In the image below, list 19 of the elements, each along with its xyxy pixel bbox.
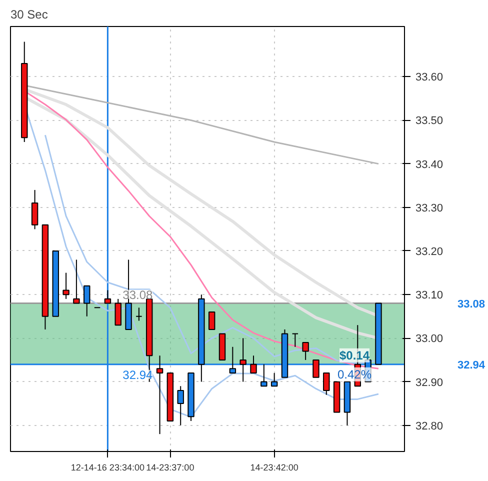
y-tick-label: 33.00 [416, 333, 444, 346]
x-tick-label: 14-23:37:00 [146, 462, 194, 472]
annotation: $0.14 [339, 348, 370, 362]
y-tick-label: 32.90 [416, 376, 444, 389]
x-tick-label: 14-23:42:00 [250, 462, 298, 472]
y-tick-label: 33.60 [416, 72, 444, 84]
y-tick-label: 33.20 [416, 246, 444, 258]
y-tick-label: 33.10 [416, 290, 444, 302]
y-tick-label: 33.50 [416, 115, 444, 128]
x-tick-label: 12-14-16 23:34:00 [70, 462, 144, 472]
chart-title: 30 Sec [10, 8, 48, 22]
ref-line-label: 33.08 [122, 288, 154, 302]
y-tick-label: 33.30 [416, 202, 444, 214]
text: 32.94 [458, 359, 486, 372]
ref-line-label: 32.94 [122, 368, 154, 382]
y-tick-label: 32.80 [416, 420, 444, 432]
y-tick-label: 33.40 [416, 158, 444, 171]
annotation: 0.42% [337, 367, 372, 382]
text: 33.08 [458, 298, 486, 310]
